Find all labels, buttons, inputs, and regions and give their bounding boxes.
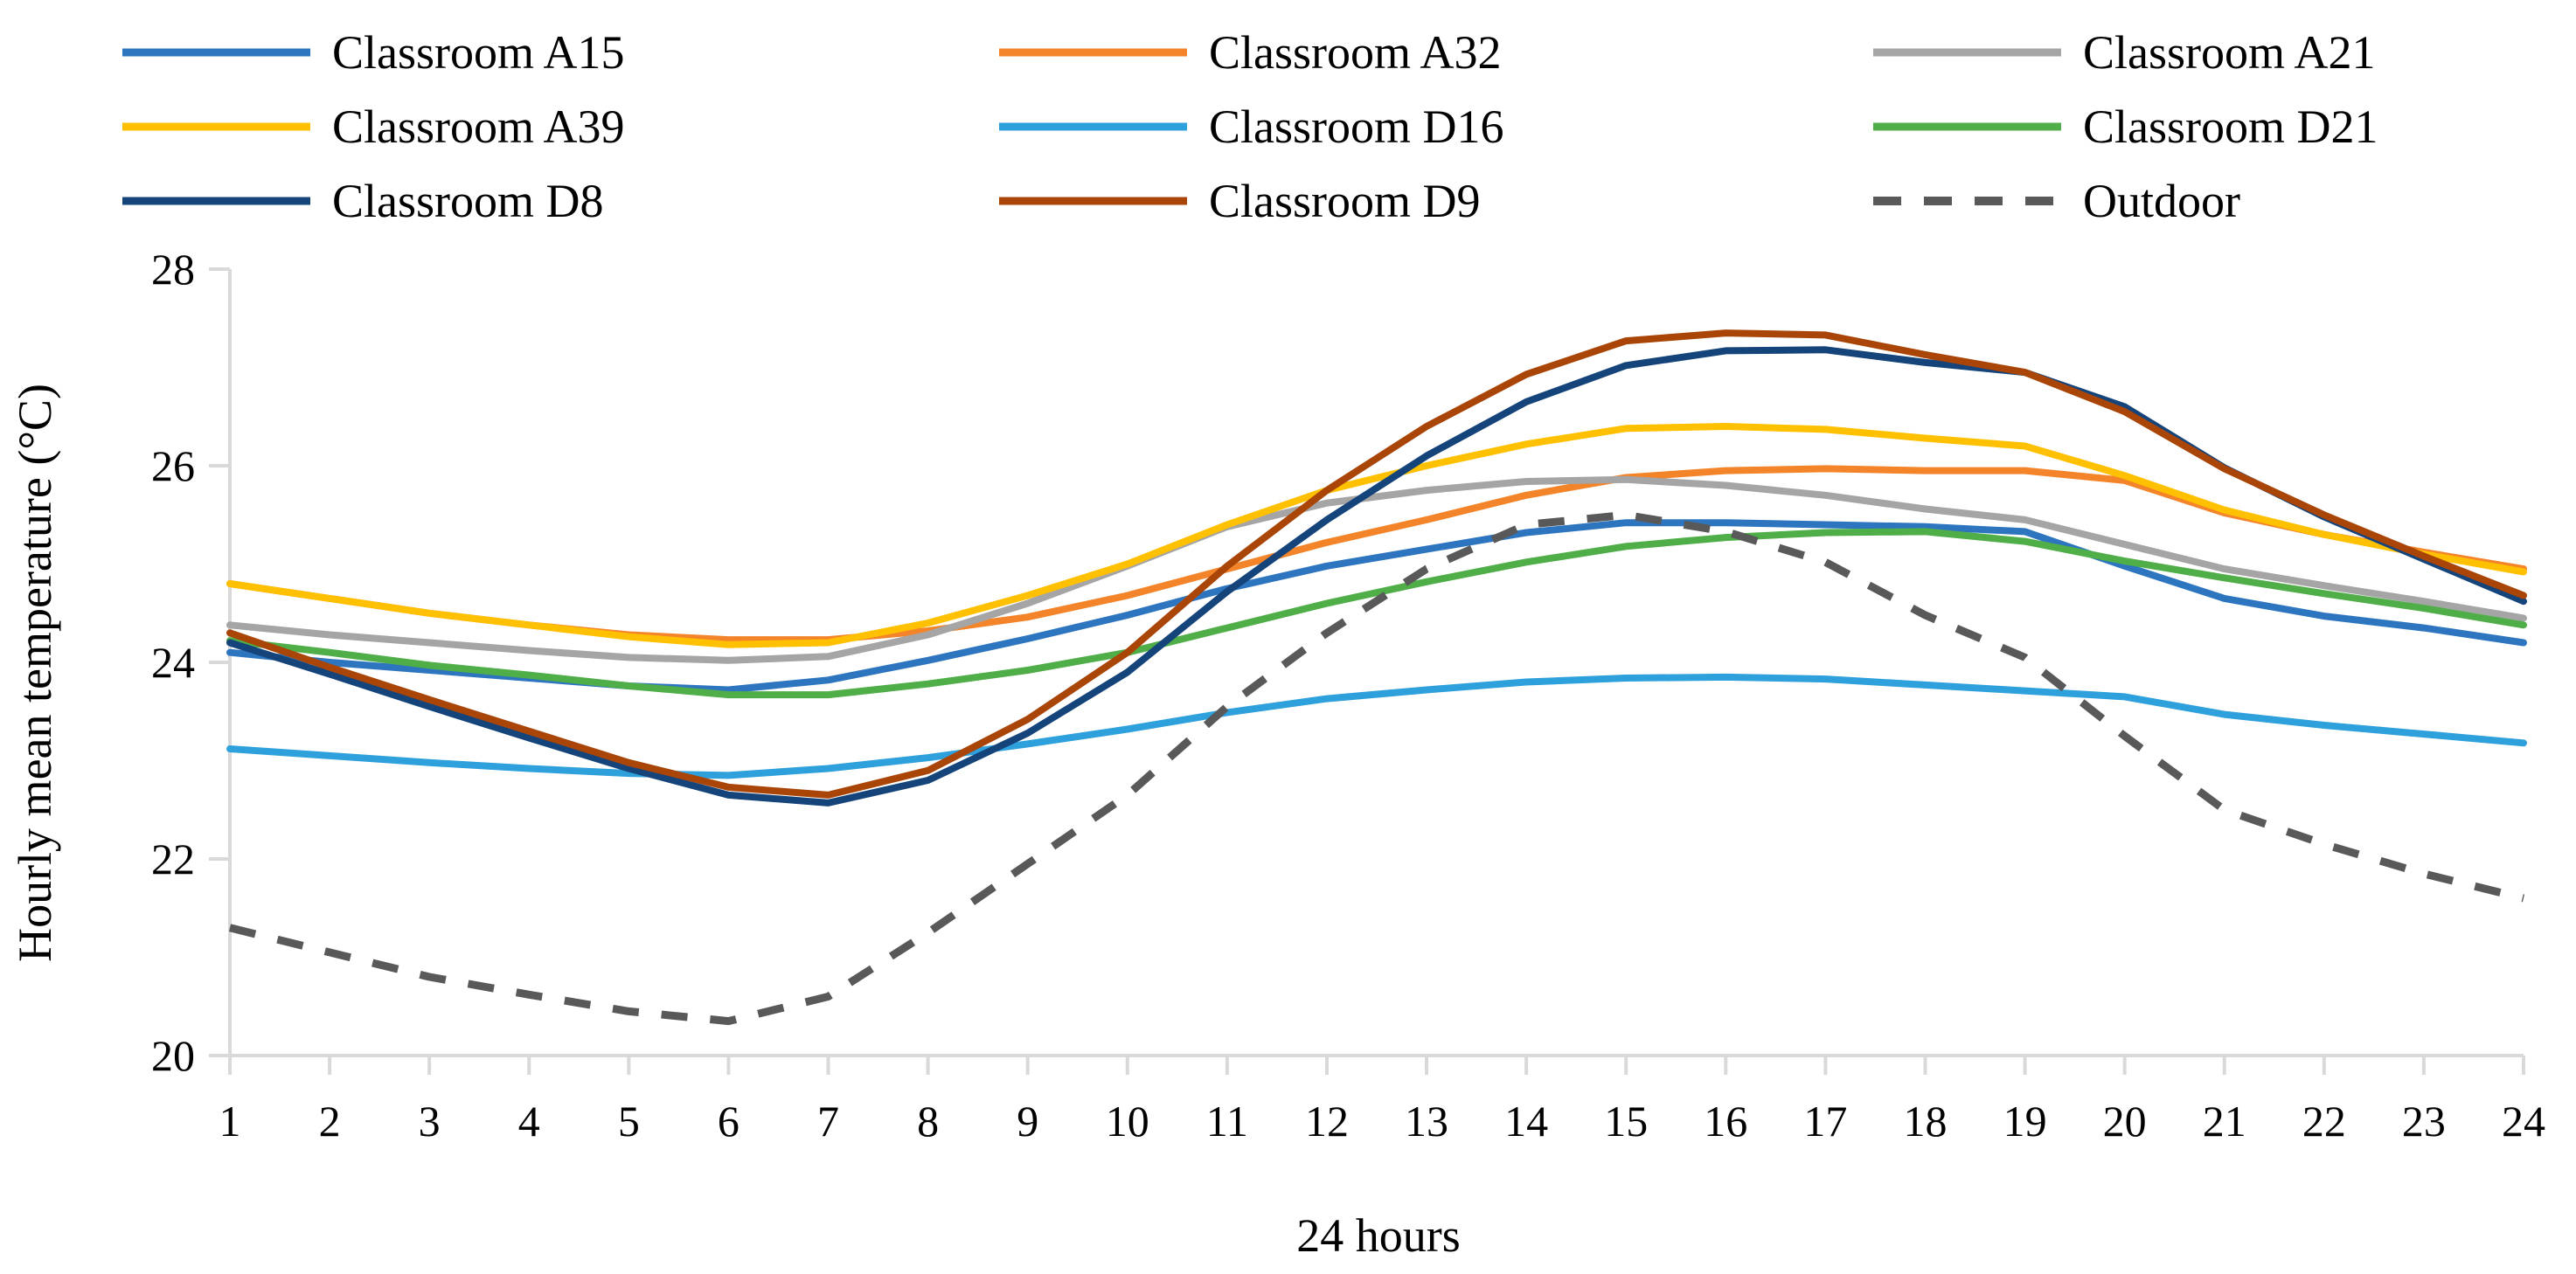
x-tick-label: 22 (2302, 1097, 2346, 1146)
legend-label: Classroom D8 (332, 175, 604, 227)
x-axis-title: 24 hours (1296, 1209, 1461, 1262)
series-line-classroom-d16 (226, 673, 2527, 779)
x-tick-label: 24 (2502, 1097, 2545, 1146)
x-tick-label: 4 (518, 1097, 540, 1146)
y-axis-title: Hourly mean temperature (°C) (9, 384, 61, 962)
legend-label: Classroom D21 (2083, 100, 2378, 153)
legend-item-classroom-d21: Classroom D21 (1873, 100, 2378, 153)
x-tick-label: 21 (2203, 1097, 2246, 1146)
x-tick-label: 2 (319, 1097, 341, 1146)
x-tick-label: 11 (1206, 1097, 1248, 1146)
legend-label: Classroom D16 (1209, 100, 1504, 153)
series-line-classroom-a15 (226, 519, 2527, 694)
legend-label: Classroom D9 (1209, 175, 1481, 227)
series-line-classroom-d8 (226, 346, 2527, 807)
legend-label: Classroom A39 (332, 100, 625, 153)
x-tick-label: 5 (618, 1097, 640, 1146)
legend-label: Outdoor (2083, 175, 2240, 227)
x-tick-label: 19 (2003, 1097, 2047, 1146)
legend-item-classroom-a32: Classroom A32 (999, 26, 1502, 79)
legend-item-classroom-a39: Classroom A39 (122, 100, 625, 153)
legend-label: Classroom A32 (1209, 26, 1502, 79)
x-tick-label: 23 (2402, 1097, 2446, 1146)
x-tick-label: 8 (917, 1097, 939, 1146)
series-lines (226, 329, 2527, 1026)
y-tick-label: 28 (151, 245, 195, 294)
legend-label: Classroom A15 (332, 26, 625, 79)
y-tick-label: 22 (151, 834, 195, 883)
legend-item-classroom-a15: Classroom A15 (122, 26, 625, 79)
x-tick-label: 20 (2103, 1097, 2147, 1146)
y-axis: 20 22 24 26 28 (151, 245, 232, 1080)
legend-item-outdoor: Outdoor (1873, 175, 2240, 227)
x-tick-label: 3 (419, 1097, 441, 1146)
x-tick-label: 12 (1305, 1097, 1349, 1146)
x-tick-label: 14 (1504, 1097, 1548, 1146)
x-tick-label: 17 (1803, 1097, 1847, 1146)
legend-item-classroom-d8: Classroom D8 (122, 175, 604, 227)
legend-item-classroom-d16: Classroom D16 (999, 100, 1504, 153)
y-tick-label: 20 (151, 1031, 195, 1080)
y-tick-label: 24 (151, 638, 195, 687)
legend-label: Classroom A21 (2083, 26, 2376, 79)
x-axis: 1 2 3 4 5 6 7 8 9 10 11 12 13 14 15 16 17 18 19 20 21 22 23 24 (219, 1054, 2545, 1146)
x-tick-label: 15 (1604, 1097, 1648, 1146)
x-tick-label: 13 (1405, 1097, 1448, 1146)
legend-item-classroom-a21: Classroom A21 (1873, 26, 2376, 79)
series-line-classroom-a21 (226, 475, 2527, 664)
legend-item-classroom-d9: Classroom D9 (999, 175, 1481, 227)
series-line-classroom-a39 (226, 423, 2527, 648)
y-tick-label: 26 (151, 441, 195, 490)
x-tick-label: 18 (1903, 1097, 1947, 1146)
legend: Classroom A15 Classroom A32 Classroom A21 C… (122, 26, 2378, 227)
series-line-outdoor (228, 510, 2525, 1026)
x-tick-label: 9 (1017, 1097, 1038, 1146)
x-tick-label: 10 (1106, 1097, 1149, 1146)
x-tick-label: 6 (718, 1097, 739, 1146)
x-tick-label: 16 (1704, 1097, 1747, 1146)
series-line-classroom-d21 (226, 528, 2527, 699)
x-tick-label: 7 (817, 1097, 839, 1146)
series-line-classroom-d9 (226, 329, 2527, 799)
x-tick-label: 1 (219, 1097, 241, 1146)
